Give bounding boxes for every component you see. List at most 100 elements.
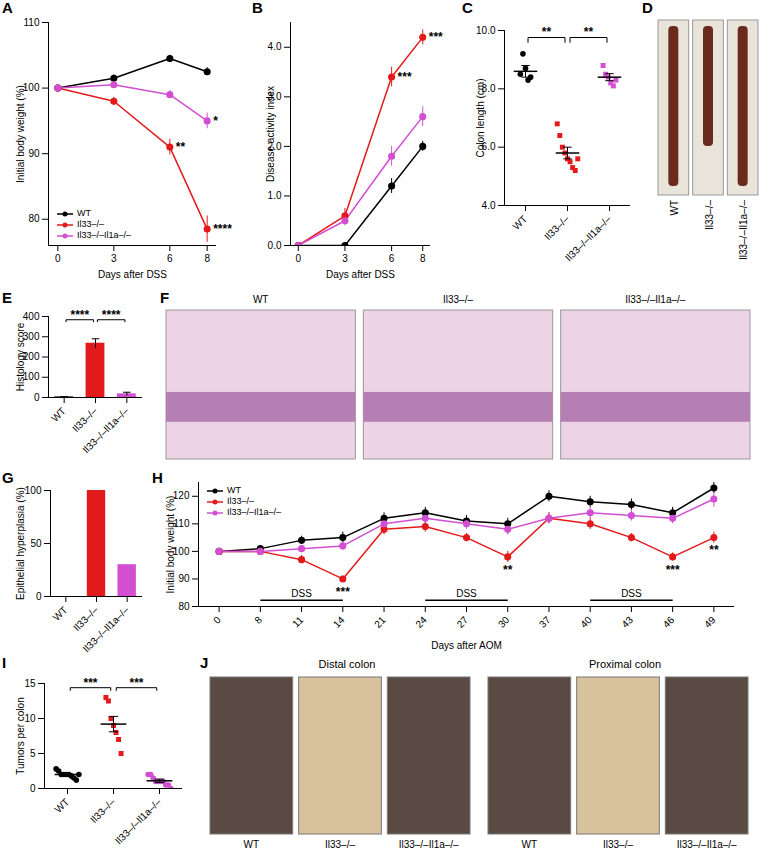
svg-text:110: 110 — [174, 518, 190, 529]
svg-text:Il33–/–Il1a–/–: Il33–/–Il1a–/– — [563, 213, 614, 264]
svg-text:80: 80 — [28, 213, 40, 224]
svg-text:Days after AOM: Days after AOM — [431, 640, 502, 651]
svg-text:**: ** — [709, 543, 719, 557]
svg-text:****: **** — [102, 308, 121, 322]
svg-text:11: 11 — [290, 614, 305, 629]
svg-text:WT: WT — [510, 213, 529, 232]
svg-text:WT: WT — [51, 604, 70, 623]
svg-text:3: 3 — [342, 253, 348, 264]
svg-text:Il33–/–Il1a–/–: Il33–/–Il1a–/– — [738, 200, 749, 260]
svg-text:Distal colon: Distal colon — [319, 658, 376, 670]
svg-text:Epithelial hyperplasia (%): Epithelial hyperplasia (%) — [15, 487, 26, 600]
svg-text:Initial body weight (%): Initial body weight (%) — [165, 496, 176, 594]
svg-text:37: 37 — [537, 614, 553, 630]
svg-text:4.0: 4.0 — [268, 41, 282, 52]
svg-text:Disease activity index: Disease activity index — [265, 86, 276, 182]
svg-text:100: 100 — [22, 371, 40, 383]
svg-text:200: 200 — [22, 351, 40, 363]
svg-text:***: *** — [129, 676, 143, 690]
svg-text:100: 100 — [25, 485, 42, 496]
svg-text:Il33–/–: Il33–/– — [603, 839, 633, 850]
svg-text:**: ** — [503, 563, 513, 577]
svg-text:WT: WT — [244, 839, 260, 850]
svg-text:10: 10 — [24, 713, 36, 724]
svg-text:80: 80 — [178, 601, 190, 612]
svg-text:21: 21 — [372, 614, 388, 630]
svg-text:Days after DSS: Days after DSS — [326, 269, 395, 280]
svg-text:6: 6 — [389, 253, 395, 264]
svg-text:**: ** — [584, 25, 594, 39]
svg-text:10.0: 10.0 — [476, 25, 496, 36]
svg-text:40: 40 — [578, 614, 594, 630]
svg-text:Il33–/–: Il33–/– — [70, 405, 99, 434]
svg-text:WT: WT — [669, 200, 680, 216]
svg-text:***: *** — [429, 30, 443, 44]
svg-text:***: *** — [83, 676, 97, 690]
svg-text:*: * — [213, 114, 218, 128]
svg-text:***: *** — [666, 563, 680, 577]
svg-text:Tumors per colon: Tumors per colon — [15, 697, 26, 774]
svg-text:30: 30 — [496, 614, 512, 630]
svg-text:**: ** — [176, 140, 186, 154]
svg-text:Colon length (cm): Colon length (cm) — [475, 79, 486, 158]
html-text:G: G — [2, 469, 14, 486]
svg-text:5: 5 — [30, 748, 36, 759]
svg-text:Il33–/–Il1a–/–: Il33–/–Il1a–/– — [677, 839, 737, 850]
svg-text:DSS: DSS — [621, 588, 642, 599]
svg-text:400: 400 — [23, 311, 40, 322]
svg-text:50: 50 — [30, 538, 42, 549]
svg-text:Il33–/–Il1a–/–: Il33–/–Il1a–/– — [625, 294, 685, 305]
svg-text:Il33–/–Il1a–/–: Il33–/–Il1a–/– — [113, 796, 164, 847]
svg-text:Il33–/–: Il33–/– — [88, 796, 117, 825]
svg-text:Days after DSS: Days after DSS — [98, 269, 167, 280]
svg-text:1.0: 1.0 — [268, 190, 282, 201]
svg-text:Il33–/–: Il33–/– — [325, 839, 355, 850]
svg-text:0: 0 — [55, 253, 61, 264]
svg-text:DSS: DSS — [291, 588, 312, 599]
svg-text:**: ** — [542, 25, 552, 39]
svg-text:0: 0 — [30, 783, 36, 794]
svg-text:Proximal colon: Proximal colon — [589, 658, 661, 670]
svg-text:43: 43 — [619, 614, 635, 630]
svg-text:27: 27 — [455, 614, 471, 630]
svg-text:3: 3 — [111, 253, 117, 264]
svg-text:4.0: 4.0 — [482, 200, 496, 211]
svg-text:110: 110 — [24, 17, 40, 28]
svg-text:****: **** — [70, 308, 89, 322]
svg-text:24: 24 — [413, 614, 429, 630]
svg-text:DSS: DSS — [456, 588, 477, 599]
svg-text:***: *** — [398, 70, 412, 84]
svg-text:6.0: 6.0 — [481, 141, 496, 153]
svg-text:Il33–/–Il1a–/–: Il33–/–Il1a–/– — [80, 405, 131, 456]
svg-text:15: 15 — [24, 678, 36, 689]
svg-text:WT: WT — [522, 839, 538, 850]
svg-text:WT: WT — [253, 294, 269, 305]
svg-text:0: 0 — [36, 591, 42, 602]
svg-text:100: 100 — [22, 82, 40, 94]
svg-text:WT: WT — [52, 796, 71, 815]
svg-text:Il33–/–: Il33–/– — [542, 213, 571, 242]
svg-text:Il33–/–Il1a–/–: Il33–/–Il1a–/– — [81, 604, 132, 655]
svg-text:0: 0 — [211, 614, 223, 626]
svg-text:90: 90 — [178, 573, 190, 584]
svg-text:***: *** — [336, 585, 350, 599]
svg-text:49: 49 — [702, 614, 718, 630]
svg-text:8: 8 — [420, 253, 426, 264]
svg-text:Histology score: Histology score — [15, 322, 26, 391]
svg-text:0: 0 — [295, 253, 301, 264]
svg-text:8: 8 — [252, 614, 264, 626]
svg-text:WT: WT — [49, 405, 68, 424]
svg-text:0: 0 — [34, 392, 40, 403]
svg-text:Il33–/–: Il33–/– — [704, 200, 715, 230]
svg-text:****: **** — [213, 222, 232, 236]
svg-text:Il33–/–: Il33–/– — [443, 294, 473, 305]
svg-text:0.0: 0.0 — [268, 240, 282, 251]
svg-text:Il33–/–: Il33–/– — [71, 604, 100, 633]
svg-text:14: 14 — [331, 614, 347, 630]
svg-text:Initial body weight (%): Initial body weight (%) — [15, 85, 26, 183]
svg-text:Il33–/–Il1a–/–: Il33–/–Il1a–/– — [399, 839, 459, 850]
svg-text:6: 6 — [167, 253, 173, 264]
svg-text:90: 90 — [28, 148, 40, 159]
svg-text:8: 8 — [204, 253, 210, 264]
svg-text:46: 46 — [661, 614, 677, 630]
